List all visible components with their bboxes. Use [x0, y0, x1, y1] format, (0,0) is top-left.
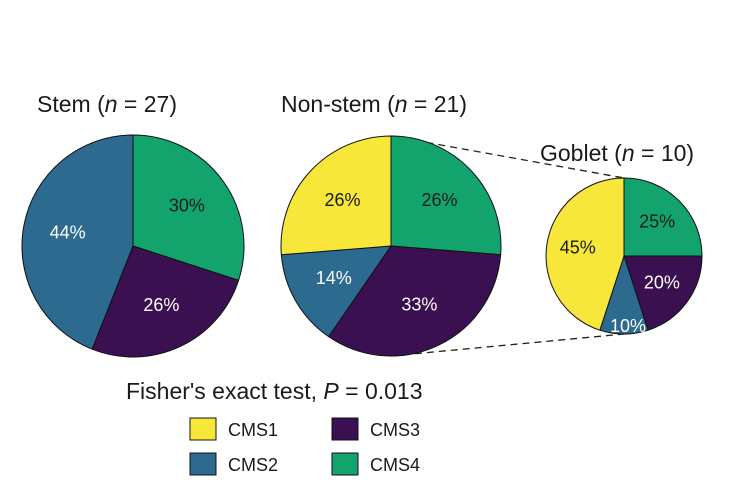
legend-label-cms1: CMS1	[228, 420, 278, 440]
stem-slice-cms2	[21, 134, 134, 350]
nonstem-title: Non-stem (n = 21)	[281, 91, 467, 117]
nonstem-label-cms4: 26%	[421, 190, 457, 210]
goblet-slice-cms3	[623, 255, 703, 331]
stem-label-cms2: 44%	[50, 222, 86, 242]
stem-pie: 30% 26% 44%	[21, 134, 245, 358]
legend-label-cms3: CMS3	[370, 420, 420, 440]
nonstem-slice-cms3	[327, 245, 502, 357]
goblet-label-cms1: 45%	[560, 237, 596, 257]
stem-slice-cms4	[132, 134, 245, 281]
legend-swatch-cms3	[331, 417, 359, 441]
goblet-slice-cms1	[545, 177, 625, 331]
nonstem-label-cms1: 26%	[324, 190, 360, 210]
nonstem-label-cms2: 14%	[316, 268, 352, 288]
legend-swatch-cms2	[189, 452, 217, 476]
stem-slice-cms3	[91, 245, 240, 358]
legend-swatch-cms4	[331, 452, 359, 476]
nonstem-slice-cms2	[280, 245, 393, 338]
nonstem-label-cms3: 33%	[401, 294, 437, 314]
legend-label-cms2: CMS2	[228, 455, 278, 475]
goblet-title: Goblet (n = 10)	[540, 140, 694, 166]
fisher-test-text: Fisher's exact test, P = 0.013	[126, 378, 423, 404]
stem-title: Stem (n = 27)	[37, 91, 177, 117]
stem-label-cms3: 26%	[143, 295, 179, 315]
nonstem-slice-cms4	[390, 135, 502, 256]
goblet-label-cms4: 25%	[639, 212, 675, 232]
goblet-label-cms3: 20%	[644, 272, 680, 292]
goblet-slice-cms4	[623, 177, 703, 257]
goblet-pie: 25% 20% 10% 45%	[545, 177, 703, 336]
nonstem-pie: 26% 33% 14% 26%	[280, 135, 502, 357]
goblet-label-cms2: 10%	[610, 316, 646, 336]
nonstem-slice-cms1	[280, 135, 392, 256]
legend: CMS1 CMS2 CMS3 CMS4	[189, 417, 420, 476]
legend-swatch-cms1	[189, 417, 217, 441]
connector-bottom	[390, 333, 625, 357]
stem-label-cms4: 30%	[169, 196, 205, 216]
legend-label-cms4: CMS4	[370, 455, 420, 475]
